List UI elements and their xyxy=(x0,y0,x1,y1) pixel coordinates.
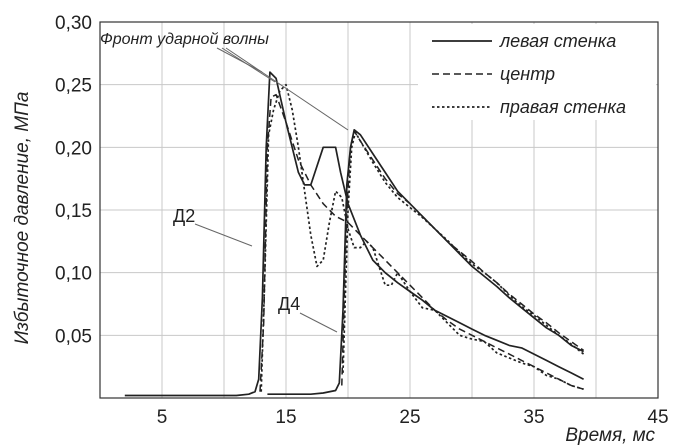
y-tick-label: 0,10 xyxy=(55,264,92,285)
y-tick-label: 0,15 xyxy=(55,201,92,222)
legend-label: правая стенка xyxy=(500,97,626,117)
shock-front-annotation: Фронт ударной волны xyxy=(100,31,269,48)
d4-annotation: Д4 xyxy=(278,294,300,314)
series-line-dotted-1 xyxy=(260,83,584,392)
series-line-dashed-1 xyxy=(259,93,584,392)
x-tick-label: 5 xyxy=(157,407,168,428)
x-axis-title: Время, мс xyxy=(565,425,655,446)
d2-leader xyxy=(194,223,253,247)
d2-annotation: Д2 xyxy=(173,206,195,226)
series-line-solid-1 xyxy=(124,71,584,397)
y-axis-title: Избыточное давление, МПа xyxy=(12,92,33,345)
tick-labels: 5 15 25 35 45 0,05 0,10 0,15 0,20 0,25 0,30 xyxy=(55,13,669,428)
x-tick-label: 15 xyxy=(275,407,296,428)
y-tick-label: 0,25 xyxy=(55,76,92,97)
y-tick-label: 0,30 xyxy=(55,13,92,34)
shock-front-leader-3 xyxy=(225,47,349,131)
plot-frame xyxy=(99,21,659,399)
legend: левая стенка центр правая стенка xyxy=(418,24,656,120)
shock-front-leader-1 xyxy=(216,47,263,73)
series-layer xyxy=(124,71,585,397)
x-tick-label: 45 xyxy=(647,407,668,428)
y-tick-label: 0,05 xyxy=(55,326,92,347)
shock-front-leader-2 xyxy=(221,47,276,83)
plot-border xyxy=(99,21,659,399)
annotation-leader-lines xyxy=(194,47,349,333)
legend-label: центр xyxy=(500,64,555,84)
x-tick-label: 25 xyxy=(399,407,420,428)
d4-leader xyxy=(299,312,338,333)
legend-background xyxy=(418,24,656,120)
series-line-dashed-2 xyxy=(341,130,585,386)
legend-label: левая стенка xyxy=(499,31,616,51)
y-tick-label: 0,20 xyxy=(55,138,92,159)
x-tick-label: 35 xyxy=(523,407,544,428)
